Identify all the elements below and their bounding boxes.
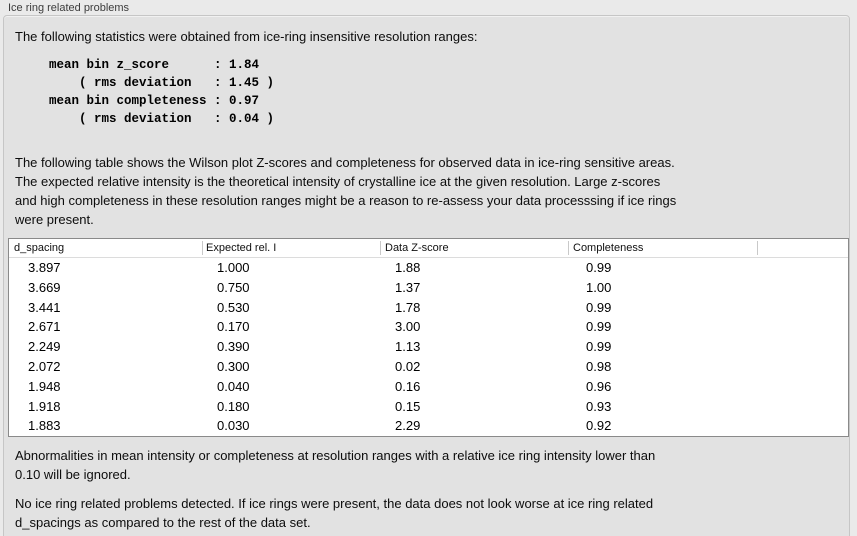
description-line: were present.	[15, 212, 94, 227]
table-cell: 0.030	[217, 418, 250, 434]
table-cell: 2.072	[28, 358, 61, 374]
ignore-note-line: 0.10 will be ignored.	[15, 467, 131, 482]
column-divider	[568, 241, 569, 255]
table-cell: 2.671	[28, 319, 61, 335]
table-cell: 2.29	[395, 418, 421, 434]
conclusion-line: d_spacings as compared to the rest of th…	[15, 515, 311, 530]
table-cell: 1.78	[395, 299, 421, 315]
table-cell: 0.390	[217, 339, 250, 355]
table-cell: 0.040	[217, 378, 250, 394]
table-cell: 0.16	[395, 378, 421, 394]
ice-ring-table[interactable]: d_spacing Expected rel. I Data Z-score C…	[8, 238, 849, 437]
table-row[interactable]: 1.883 0.030 2.29 0.92	[9, 416, 848, 436]
table-cell: 0.02	[395, 358, 421, 374]
table-row[interactable]: 2.249 0.390 1.13 0.99	[9, 337, 848, 357]
panel-title: Ice ring related problems	[8, 2, 130, 14]
table-cell: 3.897	[28, 260, 61, 275]
table-cell: 3.00	[395, 319, 421, 335]
table-cell: 0.180	[217, 398, 250, 414]
table-row[interactable]: 2.072 0.300 0.02 0.98	[9, 357, 848, 377]
table-row[interactable]: 1.948 0.040 0.16 0.96	[9, 377, 848, 397]
intro-line: The following statistics were obtained f…	[15, 29, 478, 44]
table-description: The following table shows the Wilson plo…	[15, 153, 676, 229]
table-row[interactable]: 3.441 0.530 1.78 0.99	[9, 298, 848, 318]
table-cell: 1.37	[395, 279, 421, 295]
column-divider	[202, 241, 203, 255]
table-body: 3.897 1.000 1.88 0.99 3.669 0.750 1.37 1.00 3.44…	[9, 258, 848, 436]
table-cell: 0.98	[586, 358, 612, 374]
header-expected-rel-i[interactable]: Expected rel. I	[206, 242, 277, 254]
table-row[interactable]: 1.918 0.180 0.15 0.93	[9, 397, 848, 417]
table-cell: 0.93	[586, 398, 612, 414]
column-divider	[380, 241, 381, 255]
table-cell: 1.948	[28, 378, 61, 394]
table-cell: 0.750	[217, 279, 250, 295]
table-cell: 0.99	[586, 260, 612, 275]
table-row[interactable]: 2.671 0.170 3.00 0.99	[9, 317, 848, 337]
table-row[interactable]: 3.897 1.000 1.88 0.99	[9, 258, 848, 278]
table-cell: 0.92	[586, 418, 612, 434]
table-row[interactable]: 3.669 0.750 1.37 1.00	[9, 278, 848, 298]
table-cell: 0.530	[217, 299, 250, 315]
table-cell: 2.249	[28, 339, 61, 355]
table-cell: 0.99	[586, 299, 612, 315]
header-d-spacing[interactable]: d_spacing	[14, 242, 65, 254]
table-cell: 0.170	[217, 319, 250, 335]
description-line: The expected relative intensity is the t…	[15, 174, 661, 189]
ignore-note: Abnormalities in mean intensity or compl…	[15, 446, 655, 484]
description-line: The following table shows the Wilson plo…	[15, 155, 675, 170]
table-cell: 1.13	[395, 339, 421, 355]
table-cell: 1.88	[395, 260, 421, 275]
table-cell: 1.00	[586, 279, 612, 295]
conclusion-text: No ice ring related problems detected. I…	[15, 494, 653, 532]
table-cell: 0.96	[586, 378, 612, 394]
table-cell: 0.300	[217, 358, 250, 374]
intro-text: The following statistics were obtained f…	[15, 29, 477, 45]
table-cell: 0.99	[586, 339, 612, 355]
ignore-note-line: Abnormalities in mean intensity or compl…	[15, 448, 656, 463]
table-cell: 1.883	[28, 418, 61, 434]
table-header-row: d_spacing Expected rel. I Data Z-score C…	[9, 239, 848, 258]
column-divider	[757, 241, 758, 255]
conclusion-line: No ice ring related problems detected. I…	[15, 496, 654, 511]
table-cell: 3.441	[28, 299, 61, 315]
summary-statistics-block: mean bin z_score : 1.84 ( rms deviation …	[49, 58, 275, 126]
table-cell: 0.99	[586, 319, 612, 335]
header-completeness[interactable]: Completeness	[573, 242, 644, 254]
table-cell: 3.669	[28, 279, 61, 295]
header-data-z-score[interactable]: Data Z-score	[385, 242, 449, 254]
description-line: and high completeness in these resolutio…	[15, 193, 677, 208]
table-cell: 0.15	[395, 398, 421, 414]
table-cell: 1.918	[28, 398, 61, 414]
table-cell: 1.000	[217, 260, 250, 275]
